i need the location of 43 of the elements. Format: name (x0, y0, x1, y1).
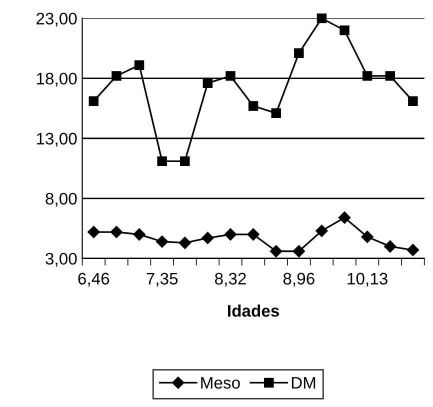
x-axis-title: Idades (228, 304, 280, 317)
x-tick-label: 6,46 (78, 272, 110, 287)
point (406, 244, 420, 256)
y-tick-label: 3,00 (46, 252, 77, 267)
y-tick-label: 18,00 (36, 72, 77, 87)
y-tick-label: 8,00 (46, 192, 77, 207)
point (202, 232, 214, 244)
point (134, 60, 144, 70)
point (133, 228, 146, 241)
x-tick-label: 10,13 (348, 272, 388, 287)
legend-label: DM (292, 377, 316, 389)
point (110, 226, 123, 238)
point (340, 25, 350, 36)
point (224, 228, 237, 241)
x-tick-label: 8,96 (283, 272, 314, 287)
point (88, 96, 99, 106)
point (248, 101, 258, 111)
point (112, 71, 122, 81)
point (294, 48, 304, 58)
point (156, 236, 168, 248)
legend-label: Meso (201, 377, 240, 389)
point (408, 96, 418, 106)
point (384, 240, 396, 253)
point (316, 224, 328, 237)
point (361, 230, 374, 243)
x-tick-label: 8,32 (215, 272, 246, 287)
point (338, 212, 351, 224)
x-tick-label: 7,35 (146, 272, 178, 287)
point (202, 78, 213, 88)
point (226, 71, 236, 81)
point (157, 156, 167, 166)
point (180, 156, 190, 166)
point (178, 236, 191, 249)
point (316, 13, 327, 24)
y-tick-label: 23,00 (36, 12, 77, 26)
point (292, 245, 306, 258)
point (270, 245, 282, 258)
point (88, 226, 100, 238)
point (385, 71, 395, 81)
point (247, 228, 260, 241)
point (271, 108, 281, 118)
point (362, 71, 372, 81)
y-tick-label: 13,00 (36, 132, 77, 147)
